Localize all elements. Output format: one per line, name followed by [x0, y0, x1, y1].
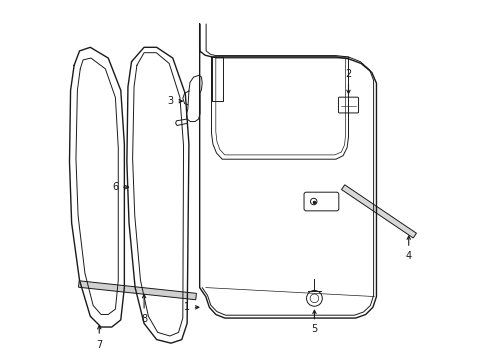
Text: 6: 6: [112, 182, 118, 192]
Text: 4: 4: [405, 251, 411, 261]
Polygon shape: [341, 185, 416, 238]
Text: 3: 3: [167, 96, 174, 106]
Text: 1: 1: [183, 302, 190, 312]
Text: 5: 5: [311, 324, 317, 334]
Text: 7: 7: [96, 339, 102, 350]
Polygon shape: [78, 281, 196, 300]
Text: 8: 8: [141, 315, 147, 324]
Text: 2: 2: [345, 69, 351, 79]
